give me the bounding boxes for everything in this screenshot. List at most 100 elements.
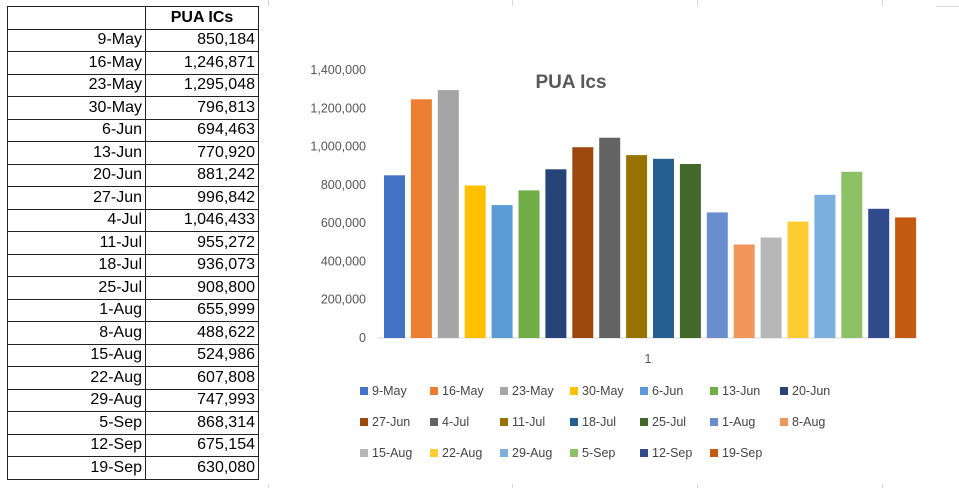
legend-label: 23-May	[512, 384, 554, 398]
value-cell[interactable]: 1,046,433	[145, 208, 259, 232]
legend-swatch	[570, 448, 578, 457]
legend-item[interactable]: 23-May	[500, 384, 570, 398]
legend-item[interactable]: 18-Jul	[570, 415, 640, 429]
value-cell[interactable]: 607,808	[145, 366, 259, 390]
bar-22-aug[interactable]	[787, 221, 809, 338]
value-cell[interactable]: 955,272	[145, 231, 259, 255]
y-tick-label: 200,000	[321, 293, 366, 307]
y-tick-label: 1,200,000	[310, 101, 366, 115]
legend-item[interactable]: 11-Jul	[500, 415, 570, 429]
table-row: 12-Sep 675,154	[7, 433, 259, 457]
value-cell[interactable]: 1,246,871	[145, 51, 259, 75]
legend-item[interactable]: 6-Jun	[640, 384, 710, 398]
value-cell[interactable]: 868,314	[145, 411, 259, 435]
legend-item[interactable]: 29-Aug	[500, 446, 570, 460]
legend-label: 20-Jun	[792, 384, 831, 398]
value-cell[interactable]: 655,999	[145, 298, 259, 322]
date-cell[interactable]: 22-Aug	[7, 366, 146, 390]
legend-item[interactable]: 5-Sep	[570, 446, 640, 460]
value-cell[interactable]: 908,800	[145, 276, 259, 300]
bar-11-jul[interactable]	[626, 155, 648, 338]
legend-swatch	[780, 417, 788, 426]
bar-19-sep[interactable]	[895, 217, 917, 338]
date-cell[interactable]: 15-Aug	[7, 343, 146, 367]
bar-30-may[interactable]	[464, 185, 486, 339]
bar-8-aug[interactable]	[733, 244, 755, 339]
date-cell[interactable]: 20-Jun	[7, 163, 146, 187]
value-cell[interactable]: 770,920	[145, 141, 259, 165]
legend-item[interactable]: 22-Aug	[430, 446, 500, 460]
date-cell[interactable]: 30-May	[7, 96, 146, 120]
value-cell[interactable]: 747,993	[145, 388, 259, 412]
date-cell[interactable]: 16-May	[7, 51, 146, 75]
bar-4-jul[interactable]	[599, 137, 621, 338]
date-cell[interactable]: 6-Jun	[7, 118, 146, 142]
value-cell[interactable]: 630,080	[145, 456, 259, 480]
date-cell[interactable]: 29-Aug	[7, 388, 146, 412]
value-cell[interactable]: 524,986	[145, 343, 259, 367]
table-row: 16-May 1,246,871	[7, 51, 259, 75]
table-row: 8-Aug 488,622	[7, 321, 259, 345]
date-cell[interactable]: 13-Jun	[7, 141, 146, 165]
legend-item[interactable]: 19-Sep	[710, 446, 780, 460]
bar-5-sep[interactable]	[841, 171, 863, 338]
date-cell[interactable]: 27-Jun	[7, 186, 146, 210]
header-blank-cell[interactable]	[7, 6, 146, 30]
legend-item[interactable]: 13-Jun	[710, 384, 780, 398]
value-cell[interactable]: 996,842	[145, 186, 259, 210]
value-cell[interactable]: 675,154	[145, 433, 259, 457]
value-cell[interactable]: 488,622	[145, 321, 259, 345]
bar-15-aug[interactable]	[760, 237, 782, 339]
bar-27-jun[interactable]	[572, 147, 594, 338]
bar-13-jun[interactable]	[518, 190, 540, 338]
date-cell[interactable]: 11-Jul	[7, 231, 146, 255]
bar-1-aug[interactable]	[706, 212, 728, 338]
bar-9-may[interactable]	[384, 175, 405, 338]
bar-29-aug[interactable]	[814, 194, 836, 338]
table-row: 20-Jun 881,242	[7, 163, 259, 187]
legend-label: 13-Jun	[722, 384, 761, 398]
bar-23-may[interactable]	[437, 90, 459, 338]
table-row: 1-Aug 655,999	[7, 298, 259, 322]
legend-label: 4-Jul	[442, 415, 470, 429]
legend-label: 18-Jul	[582, 415, 617, 429]
legend-item[interactable]: 27-Jun	[360, 415, 430, 429]
header-cell[interactable]: PUA ICs	[145, 6, 259, 30]
date-cell[interactable]: 18-Jul	[7, 253, 146, 277]
legend-item[interactable]: 25-Jul	[640, 415, 710, 429]
legend-swatch	[780, 386, 788, 395]
value-cell[interactable]: 1,295,048	[145, 73, 259, 97]
bar-18-jul[interactable]	[653, 158, 674, 338]
legend-row: 9-May 16-May 23-May 30-May 6-Jun 13-Jun 20-Jun	[360, 384, 880, 415]
bar-16-may[interactable]	[410, 99, 432, 338]
value-cell[interactable]: 796,813	[145, 96, 259, 120]
date-cell[interactable]: 1-Aug	[7, 298, 146, 322]
bar-12-sep[interactable]	[868, 208, 890, 338]
value-cell[interactable]: 694,463	[145, 118, 259, 142]
legend-item[interactable]: 4-Jul	[430, 415, 500, 429]
date-cell[interactable]: 25-Jul	[7, 276, 146, 300]
table-row: 27-Jun 996,842	[7, 186, 259, 210]
value-cell[interactable]: 850,184	[145, 28, 259, 52]
value-cell[interactable]: 881,242	[145, 163, 259, 187]
date-cell[interactable]: 9-May	[7, 28, 146, 52]
legend-item[interactable]: 9-May	[360, 384, 430, 398]
date-cell[interactable]: 8-Aug	[7, 321, 146, 345]
legend-item[interactable]: 15-Aug	[360, 446, 430, 460]
chart-area[interactable]: PUA Ics 0 200,000 400,000 600,000 800,000 1,00…	[268, 6, 936, 484]
value-cell[interactable]: 936,073	[145, 253, 259, 277]
bar-25-jul[interactable]	[679, 164, 701, 338]
date-cell[interactable]: 5-Sep	[7, 411, 146, 435]
legend-item[interactable]: 16-May	[430, 384, 500, 398]
date-cell[interactable]: 19-Sep	[7, 456, 146, 480]
legend-item[interactable]: 1-Aug	[710, 415, 780, 429]
date-cell[interactable]: 4-Jul	[7, 208, 146, 232]
date-cell[interactable]: 12-Sep	[7, 433, 146, 457]
bar-20-jun[interactable]	[545, 169, 567, 338]
bar-6-jun[interactable]	[491, 205, 513, 338]
legend-item[interactable]: 20-Jun	[780, 384, 850, 398]
legend-item[interactable]: 12-Sep	[640, 446, 710, 460]
legend-item[interactable]: 8-Aug	[780, 415, 850, 429]
date-cell[interactable]: 23-May	[7, 73, 146, 97]
legend-item[interactable]: 30-May	[570, 384, 640, 398]
